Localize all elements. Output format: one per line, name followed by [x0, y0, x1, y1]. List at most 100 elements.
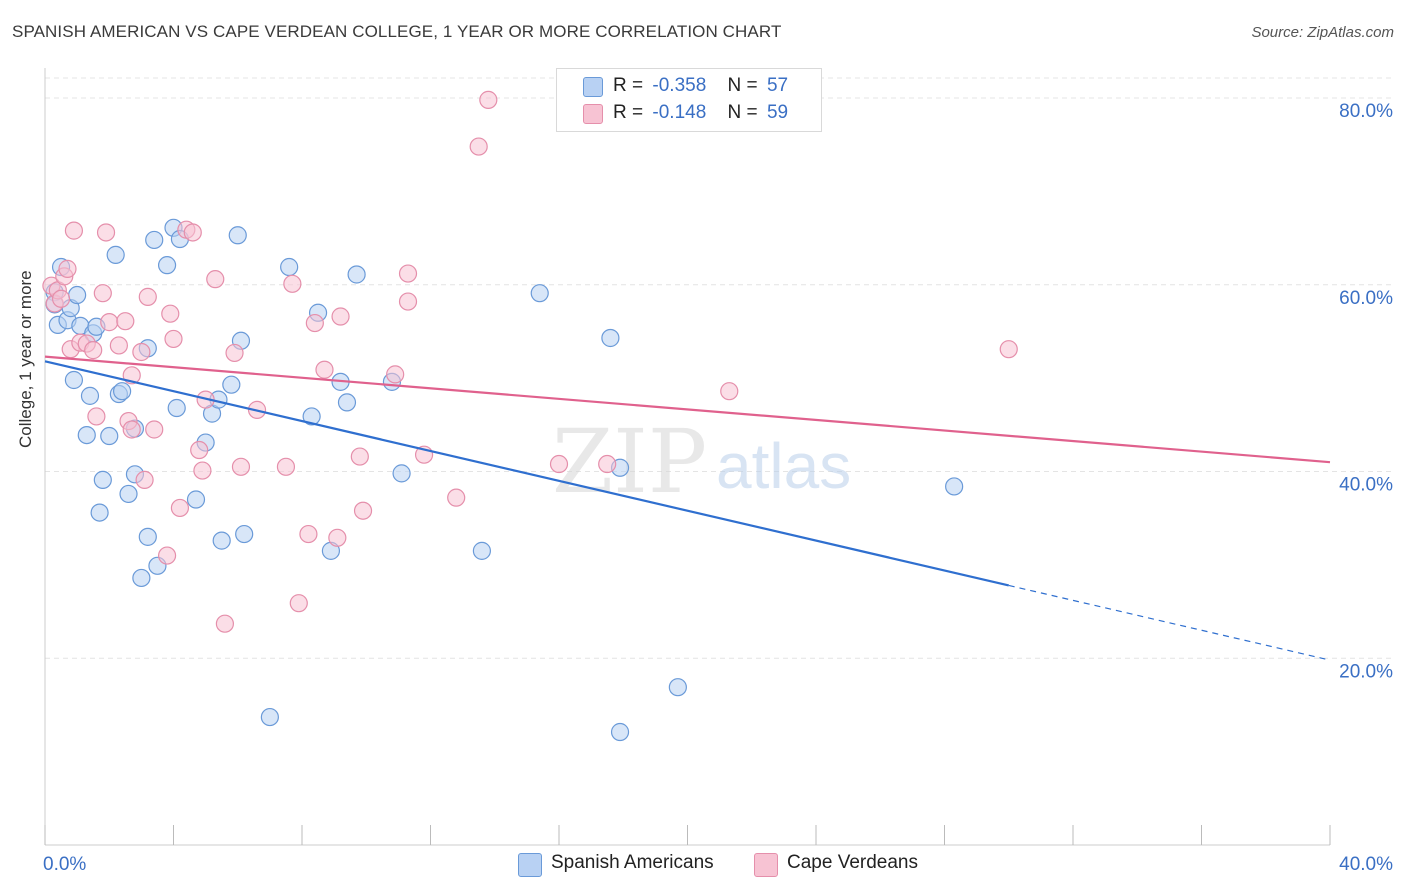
cape-verdean-point — [116, 312, 135, 331]
cape-verdean-point — [87, 407, 106, 426]
chart-title: SPANISH AMERICAN VS CAPE VERDEAN COLLEGE… — [12, 22, 782, 41]
spanish-american-point — [167, 398, 186, 418]
cape-verdean-point — [93, 284, 112, 303]
cape-verdean-point — [225, 343, 244, 363]
spanish-american-point — [186, 490, 206, 509]
spanish-american-point — [392, 464, 411, 483]
cape-verdean-point — [331, 307, 350, 326]
cape-verdean-point — [447, 488, 466, 507]
cape-verdean-point — [289, 594, 308, 613]
cape-verdean-point — [315, 360, 334, 379]
spanish-american-point — [68, 285, 87, 305]
spanish-american-point — [228, 226, 247, 245]
cape-verdean-point — [100, 313, 119, 332]
cape-verdean-point — [96, 223, 116, 242]
cape-verdean-point — [51, 289, 71, 308]
legend-n-value: 57 — [766, 75, 789, 96]
legend-n-value: 59 — [766, 102, 789, 123]
spanish-american-trendline — [44, 360, 1009, 587]
cape-verdean-point — [386, 365, 405, 384]
cape-verdean-point — [598, 454, 617, 474]
bottom-legend-label: Spanish Americans — [551, 852, 714, 873]
bottom-legend-label: Cape Verdeans — [787, 852, 918, 873]
y-tick-label: 40.0% — [1339, 475, 1393, 496]
spanish-american-point — [472, 541, 491, 560]
spanish-american-point — [235, 524, 254, 544]
cape-verdean-point — [64, 221, 84, 240]
spanish-american-point — [90, 503, 109, 522]
spanish-american-point — [64, 370, 84, 390]
cape-verdean-point — [720, 382, 739, 401]
cape-verdean-point — [161, 304, 180, 323]
cape-verdean-point — [132, 342, 151, 362]
spanish-american-point — [280, 257, 299, 277]
cape-verdean-point — [305, 313, 324, 333]
watermark-atlas: atlas — [716, 430, 851, 502]
cape-verdean-point — [479, 90, 498, 109]
spanish-american-point — [100, 426, 119, 446]
cape-verdean-point — [164, 329, 183, 349]
cape-verdean-point — [58, 259, 77, 278]
cape-verdean-point — [145, 420, 164, 439]
cape-verdean-point — [231, 457, 251, 476]
legend-r-label: R = — [613, 102, 644, 123]
spanish-american-point — [222, 375, 241, 394]
correlation-legend: R = -0.358 N = 57 R = -0.148 N = 59 — [556, 68, 822, 132]
legend-r-value: -0.358 — [652, 75, 707, 96]
spanish-american-point — [138, 527, 157, 546]
cape-verdean-trendline — [44, 355, 1331, 464]
bottom-legend-spanish-americans: Spanish Americans — [518, 852, 714, 877]
cape-verdean-point — [276, 457, 296, 476]
watermark-zip: ZIP — [552, 410, 707, 513]
spanish-american-point — [260, 707, 279, 727]
cape-verdean-point — [157, 546, 177, 565]
bottom-legend-cape-verdeans: Cape Verdeans — [754, 852, 918, 877]
y-tick-label: 60.0% — [1339, 288, 1393, 309]
spanish-american-point — [93, 470, 112, 490]
spanish-american-point — [337, 393, 357, 412]
spanish-american-point — [132, 568, 151, 588]
cape-verdean-point — [122, 420, 141, 439]
y-tick-label: 20.0% — [1339, 661, 1393, 682]
legend-r-label: R = — [613, 75, 644, 96]
blue-swatch-icon — [583, 77, 603, 97]
cape-verdean-point — [109, 336, 128, 355]
blue-swatch-icon — [518, 853, 542, 877]
cape-verdean-point — [183, 223, 202, 242]
cape-verdean-point — [398, 292, 418, 311]
spanish-american-point — [145, 230, 164, 250]
spanish-american-point — [601, 328, 620, 348]
spanish-american-point — [610, 722, 630, 742]
cape-verdean-point — [206, 270, 225, 289]
cape-verdean-point — [193, 461, 212, 480]
cape-verdean-point — [215, 614, 234, 633]
spanish-american-point — [157, 256, 177, 275]
cape-verdean-point — [190, 440, 209, 460]
spanish-american-point — [530, 284, 549, 303]
cape-verdean-point — [469, 137, 488, 156]
cape-verdean-point — [398, 264, 418, 283]
spanish-american-point — [347, 265, 366, 284]
cape-verdean-point — [350, 447, 369, 466]
cape-verdean-point — [299, 524, 318, 544]
x-tick-label: 0.0% — [43, 854, 86, 875]
legend-r-value: -0.148 — [652, 102, 707, 123]
source-label: Source: ZipAtlas.com — [1251, 24, 1394, 41]
spanish-american-point — [212, 531, 231, 550]
y-tick-label: 80.0% — [1339, 101, 1393, 122]
cape-verdean-point — [138, 287, 157, 306]
x-tick-label: 40.0% — [1339, 854, 1393, 875]
spanish-american-point — [302, 407, 321, 426]
legend-n-label: N = — [727, 102, 758, 123]
spanish-american-point — [106, 245, 125, 264]
pink-swatch-icon — [754, 853, 778, 877]
cape-verdean-point — [549, 454, 569, 474]
pink-swatch-icon — [583, 104, 603, 124]
spanish-american-point — [112, 382, 132, 401]
cape-verdean-point — [135, 470, 154, 490]
cape-verdean-point — [170, 498, 190, 518]
spanish-american-point — [80, 386, 100, 405]
spanish-american-point — [945, 477, 964, 496]
legend-n-label: N = — [727, 75, 758, 96]
